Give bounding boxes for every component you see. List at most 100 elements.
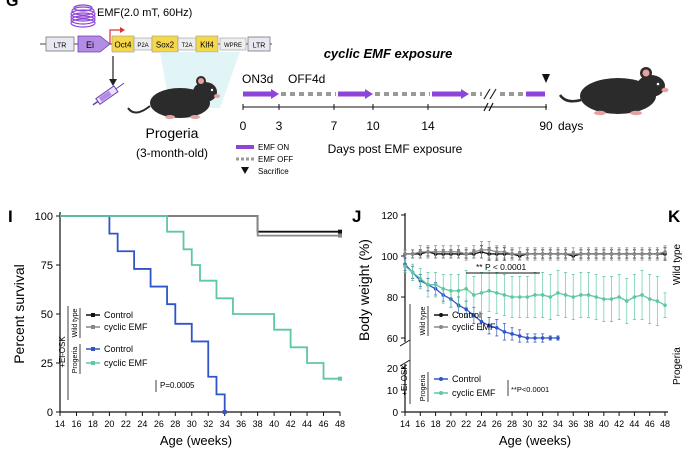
body-weight-point-2 bbox=[487, 323, 491, 328]
body-weight-point-3 bbox=[647, 297, 652, 301]
survival-x-tick-label: 30 bbox=[187, 419, 197, 429]
survival-series-line-2 bbox=[60, 215, 226, 412]
panel-letter-g: G bbox=[6, 0, 18, 10]
body-weight-point-3 bbox=[632, 295, 637, 299]
survival-x-tick-label: 42 bbox=[286, 419, 296, 429]
survival-x-tick-label: 16 bbox=[71, 419, 81, 429]
body-weight-point-2 bbox=[556, 336, 560, 340]
body-weight-point-1 bbox=[525, 252, 530, 256]
body-weight-point-1 bbox=[433, 250, 438, 254]
legend-swatch-marker-0 bbox=[91, 313, 95, 317]
timeline-tick-10: 10 bbox=[366, 119, 380, 133]
panel-letter-i: I bbox=[8, 207, 13, 226]
construct-klf4: Klf4 bbox=[200, 41, 214, 50]
body-weight-point-2 bbox=[479, 319, 484, 324]
timeline-tick-0: 0 bbox=[240, 119, 247, 133]
body-weight-point-1 bbox=[594, 252, 598, 256]
body-weight-point-1 bbox=[479, 248, 484, 252]
timeline-tick-14: 14 bbox=[421, 119, 435, 133]
survival-p-value: P=0.0005 bbox=[160, 381, 195, 390]
body-weight-point-2 bbox=[540, 336, 545, 340]
survival-x-tick-label: 24 bbox=[137, 419, 147, 429]
body-weight-y-tick-label: 0 bbox=[392, 408, 398, 419]
body-weight-annotation-top: ** P < 0.0001 bbox=[476, 262, 526, 272]
survival-x-tick-label: 34 bbox=[220, 419, 230, 429]
body-weight-point-3 bbox=[533, 293, 537, 297]
survival-series-line-0 bbox=[60, 215, 340, 233]
legend-entry-0: Control bbox=[452, 310, 481, 320]
timeline-tick-3: 3 bbox=[276, 119, 283, 133]
construct-ei: Ei bbox=[86, 40, 94, 50]
body-weight-point-3 bbox=[563, 293, 568, 297]
body-weight-point-1 bbox=[571, 252, 576, 256]
timeline-xlabel: Days post EMF exposure bbox=[328, 142, 463, 156]
legend-emf-off: EMF OFF bbox=[258, 155, 293, 164]
body-weight-point-3 bbox=[571, 295, 576, 299]
legend-swatch-marker-2 bbox=[439, 377, 443, 381]
body-weight-point-3 bbox=[548, 295, 553, 299]
construct-diagram: LTR Ei Oct4 P2A Sox2 T2A Klf4 WPRE LTR bbox=[40, 27, 272, 53]
body-weight-point-3 bbox=[655, 299, 660, 303]
survival-x-tick-label: 14 bbox=[55, 419, 65, 429]
survival-x-tick-label: 26 bbox=[154, 419, 164, 429]
body-weight-y-tick-label: 10 bbox=[387, 386, 399, 397]
body-weight-point-3 bbox=[418, 276, 423, 281]
body-weight-point-3 bbox=[464, 287, 468, 291]
body-weight-x-tick-label: 18 bbox=[431, 419, 441, 429]
legend-group-label-wt: Wild type bbox=[420, 307, 427, 336]
body-weight-point-2 bbox=[533, 336, 537, 340]
body-weight-point-1 bbox=[609, 252, 614, 256]
survival-y-tick-label: 50 bbox=[41, 309, 53, 321]
body-weight-x-tick-label: 22 bbox=[461, 419, 471, 429]
on-label: ON3d bbox=[242, 72, 273, 86]
body-weight-point-3 bbox=[449, 289, 453, 293]
body-weight-x-tick-label: 34 bbox=[553, 419, 563, 429]
body-weight-x-tick-label: 14 bbox=[400, 419, 410, 429]
construct-p2a: P2A bbox=[137, 43, 148, 49]
legend-group-label-progeria: Progeria bbox=[72, 347, 79, 374]
body-weight-point-1 bbox=[510, 252, 514, 256]
body-weight-point-3 bbox=[479, 291, 484, 295]
construct-t2a: T2A bbox=[181, 43, 192, 49]
body-weight-point-1 bbox=[602, 252, 606, 256]
body-weight-x-tick-label: 44 bbox=[629, 419, 639, 429]
body-weight-point-3 bbox=[663, 303, 667, 308]
legend-group-label-progeria: Progeria bbox=[420, 375, 427, 402]
body-weight-x-tick-label: 20 bbox=[446, 419, 456, 429]
survival-chart: Percent survival Age (weeks) 0 25 50 75 100 1… bbox=[11, 211, 345, 448]
construct-ltr-left: LTR bbox=[54, 43, 67, 50]
legend-swatch-marker-3 bbox=[91, 361, 95, 365]
body-weight-chart: Body weight (%) Age (weeks) 608010012001… bbox=[356, 211, 670, 448]
body-weight-point-1 bbox=[632, 252, 637, 256]
body-weight-point-1 bbox=[540, 252, 545, 256]
body-weight-x-tick-label: 30 bbox=[522, 419, 532, 429]
legend-entry-0: Control bbox=[104, 310, 133, 320]
body-weight-x-tick-label: 16 bbox=[415, 419, 425, 429]
body-weight-x-tick-label: 28 bbox=[507, 419, 517, 429]
body-weight-point-1 bbox=[533, 252, 537, 256]
body-weight-point-1 bbox=[487, 248, 491, 252]
syringe-icon bbox=[92, 82, 125, 106]
coil-icon bbox=[70, 4, 96, 28]
survival-x-axis-label: Age (weeks) bbox=[160, 433, 232, 448]
body-weight-point-3 bbox=[624, 299, 629, 303]
body-weight-point-3 bbox=[426, 282, 430, 287]
survival-x-tick-label: 38 bbox=[253, 419, 263, 429]
survival-series-end-marker-0 bbox=[338, 229, 342, 234]
body-weight-point-3 bbox=[441, 287, 446, 291]
legend-swatch-marker-2 bbox=[91, 347, 95, 351]
body-weight-point-1 bbox=[410, 252, 415, 256]
legend-entry-1: cyclic EMF bbox=[104, 322, 148, 332]
survival-series-line-3 bbox=[60, 215, 340, 380]
panel-k-side-label-1: Wild type bbox=[672, 243, 683, 285]
body-weight-point-3 bbox=[517, 295, 522, 299]
legend-emf-on: EMF ON bbox=[258, 143, 289, 152]
body-weight-point-1 bbox=[647, 252, 652, 256]
survival-y-tick-label: 75 bbox=[41, 260, 53, 272]
survival-x-tick-label: 48 bbox=[335, 419, 345, 429]
body-weight-point-3 bbox=[579, 293, 583, 297]
body-weight-point-1 bbox=[502, 250, 507, 254]
body-weight-x-tick-label: 46 bbox=[645, 419, 655, 429]
body-weight-point-3 bbox=[556, 291, 560, 295]
